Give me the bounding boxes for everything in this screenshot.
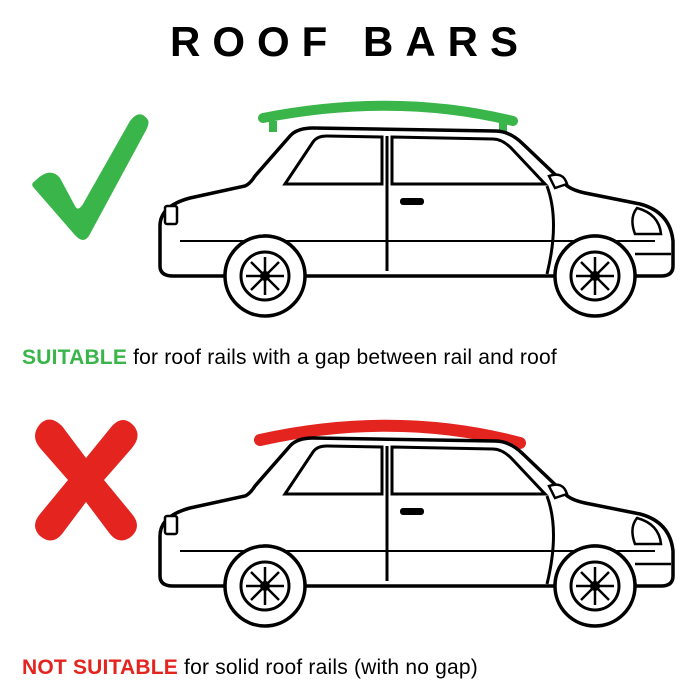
page-title: ROOF BARS bbox=[0, 0, 700, 66]
caption-rest-suitable: for roof rails with a gap between rail a… bbox=[127, 346, 557, 369]
panel-not-suitable: NOT SUITABLE for solid roof rails (with … bbox=[0, 376, 700, 686]
caption-rest-not-suitable: for solid roof rails (with no gap) bbox=[178, 656, 478, 679]
car-illustration-suitable bbox=[95, 76, 695, 336]
caption-not-suitable: NOT SUITABLE for solid roof rails (with … bbox=[22, 656, 478, 680]
caption-lead-suitable: SUITABLE bbox=[22, 346, 127, 369]
caption-suitable: SUITABLE for roof rails with a gap betwe… bbox=[22, 346, 557, 370]
caption-lead-not-suitable: NOT SUITABLE bbox=[22, 656, 178, 679]
car-illustration-not-suitable bbox=[95, 386, 695, 646]
panel-suitable: SUITABLE for roof rails with a gap betwe… bbox=[0, 66, 700, 376]
